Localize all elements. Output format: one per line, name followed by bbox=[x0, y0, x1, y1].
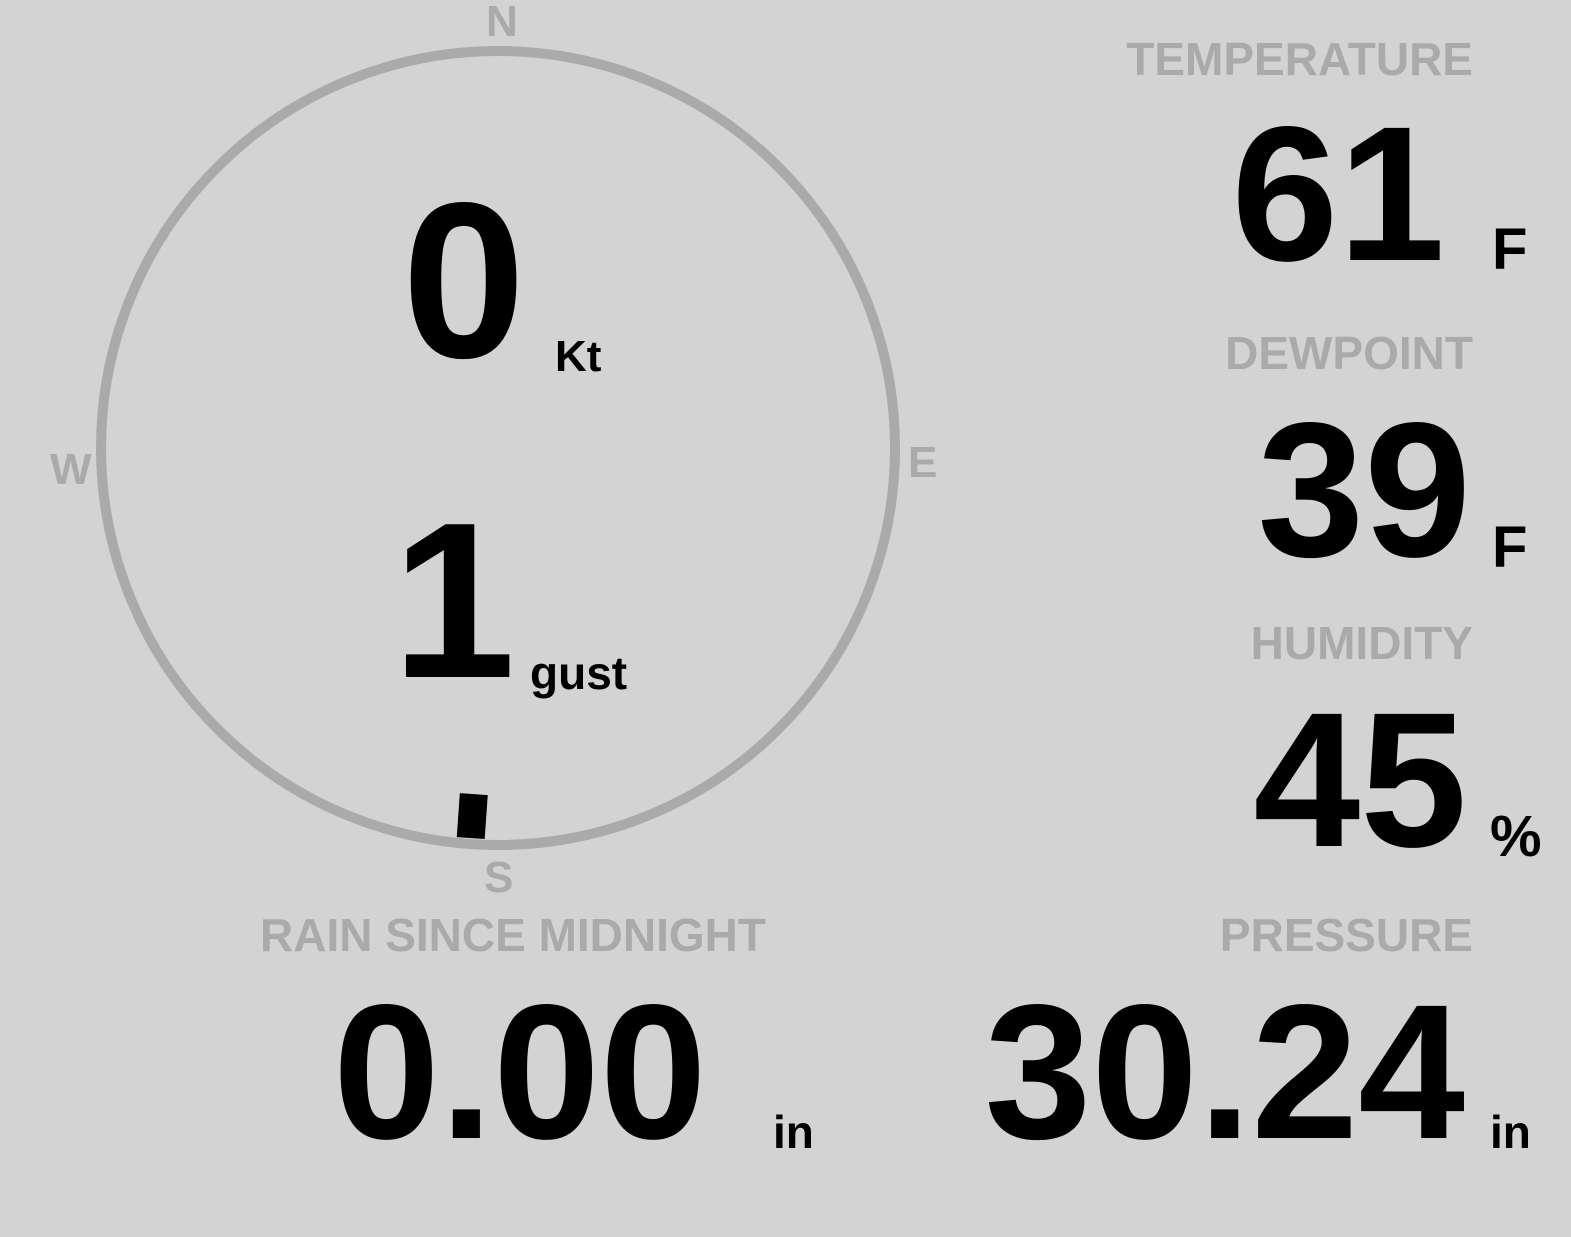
humidity-label: HUMIDITY bbox=[1250, 617, 1473, 669]
wind-direction-needle bbox=[456, 793, 488, 840]
wind-speed-unit: Kt bbox=[555, 332, 602, 381]
pressure-value: 30.24 bbox=[984, 964, 1465, 1179]
humidity-unit: % bbox=[1490, 804, 1542, 869]
wind-gust-unit: gust bbox=[530, 647, 628, 699]
rain-label: RAIN SINCE MIDNIGHT bbox=[260, 909, 766, 961]
wind-gust-value: 1 bbox=[392, 477, 516, 725]
compass-north-label: N bbox=[486, 0, 518, 46]
humidity-value: 45 bbox=[1253, 672, 1467, 887]
pressure-label: PRESSURE bbox=[1219, 909, 1473, 961]
temperature-value: 61 bbox=[1231, 86, 1445, 301]
wind-speed-value: 0 bbox=[402, 157, 526, 405]
temperature-unit: F bbox=[1492, 217, 1528, 282]
compass-west-label: W bbox=[50, 445, 92, 494]
compass-south-label: S bbox=[484, 853, 514, 902]
dewpoint-label: DEWPOINT bbox=[1225, 327, 1473, 379]
rain-value: 0.00 bbox=[333, 964, 707, 1179]
rain-unit: in bbox=[773, 1106, 814, 1158]
temperature-label: TEMPERATURE bbox=[1126, 33, 1473, 85]
pressure-unit: in bbox=[1490, 1106, 1531, 1158]
compass-ring bbox=[96, 46, 900, 850]
dewpoint-unit: F bbox=[1492, 515, 1528, 580]
compass-east-label: E bbox=[908, 438, 938, 487]
dewpoint-value: 39 bbox=[1257, 382, 1471, 597]
